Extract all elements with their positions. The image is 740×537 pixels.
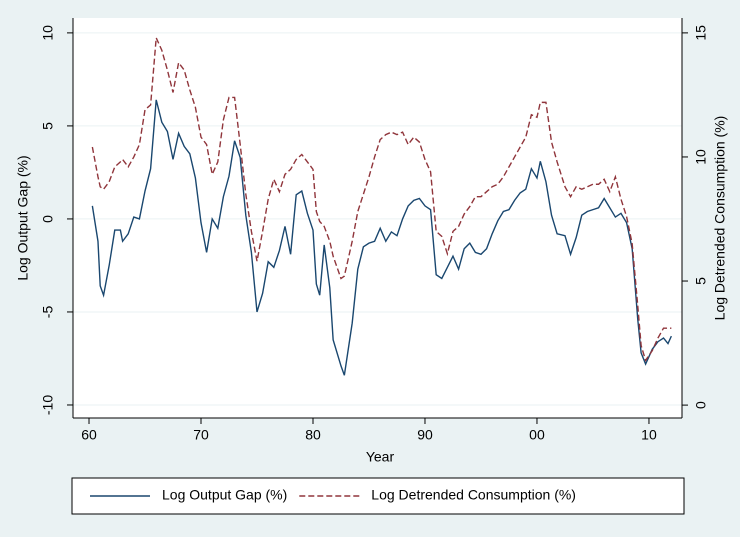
y-tick-label: -5: [40, 306, 56, 319]
series-line: [91, 35, 672, 363]
y-tick-label: -10: [40, 395, 56, 415]
series-line: [91, 99, 672, 376]
x-tick-label: 00: [529, 427, 545, 443]
y2-tick-label: 0: [693, 401, 709, 409]
x-tick-label: 90: [417, 427, 433, 443]
y2-axis-title: Log Detrended Consumption (%): [712, 116, 728, 321]
legend-label: Log Output Gap (%): [162, 487, 287, 503]
x-tick-label: 10: [641, 427, 657, 443]
y2-tick-label: 15: [693, 25, 709, 41]
x-tick-label: 70: [193, 427, 209, 443]
y-axis-title: Log Output Gap (%): [15, 155, 31, 280]
y2-tick-label: 10: [693, 149, 709, 165]
plot-area: [73, 18, 682, 418]
y-tick-label: 5: [40, 122, 56, 130]
y-tick-label: 10: [40, 25, 56, 41]
y-tick-label: 0: [40, 215, 56, 223]
legend: Log Output Gap (%) Log Detrended Consumpt…: [71, 477, 685, 515]
legend-box: [71, 477, 685, 515]
legend-label: Log Detrended Consumption (%): [371, 487, 576, 503]
x-axis-title: Year: [366, 449, 395, 465]
x-tick-label: 80: [305, 427, 321, 443]
y2-tick-label: 5: [693, 277, 709, 285]
x-tick-label: 60: [81, 427, 97, 443]
